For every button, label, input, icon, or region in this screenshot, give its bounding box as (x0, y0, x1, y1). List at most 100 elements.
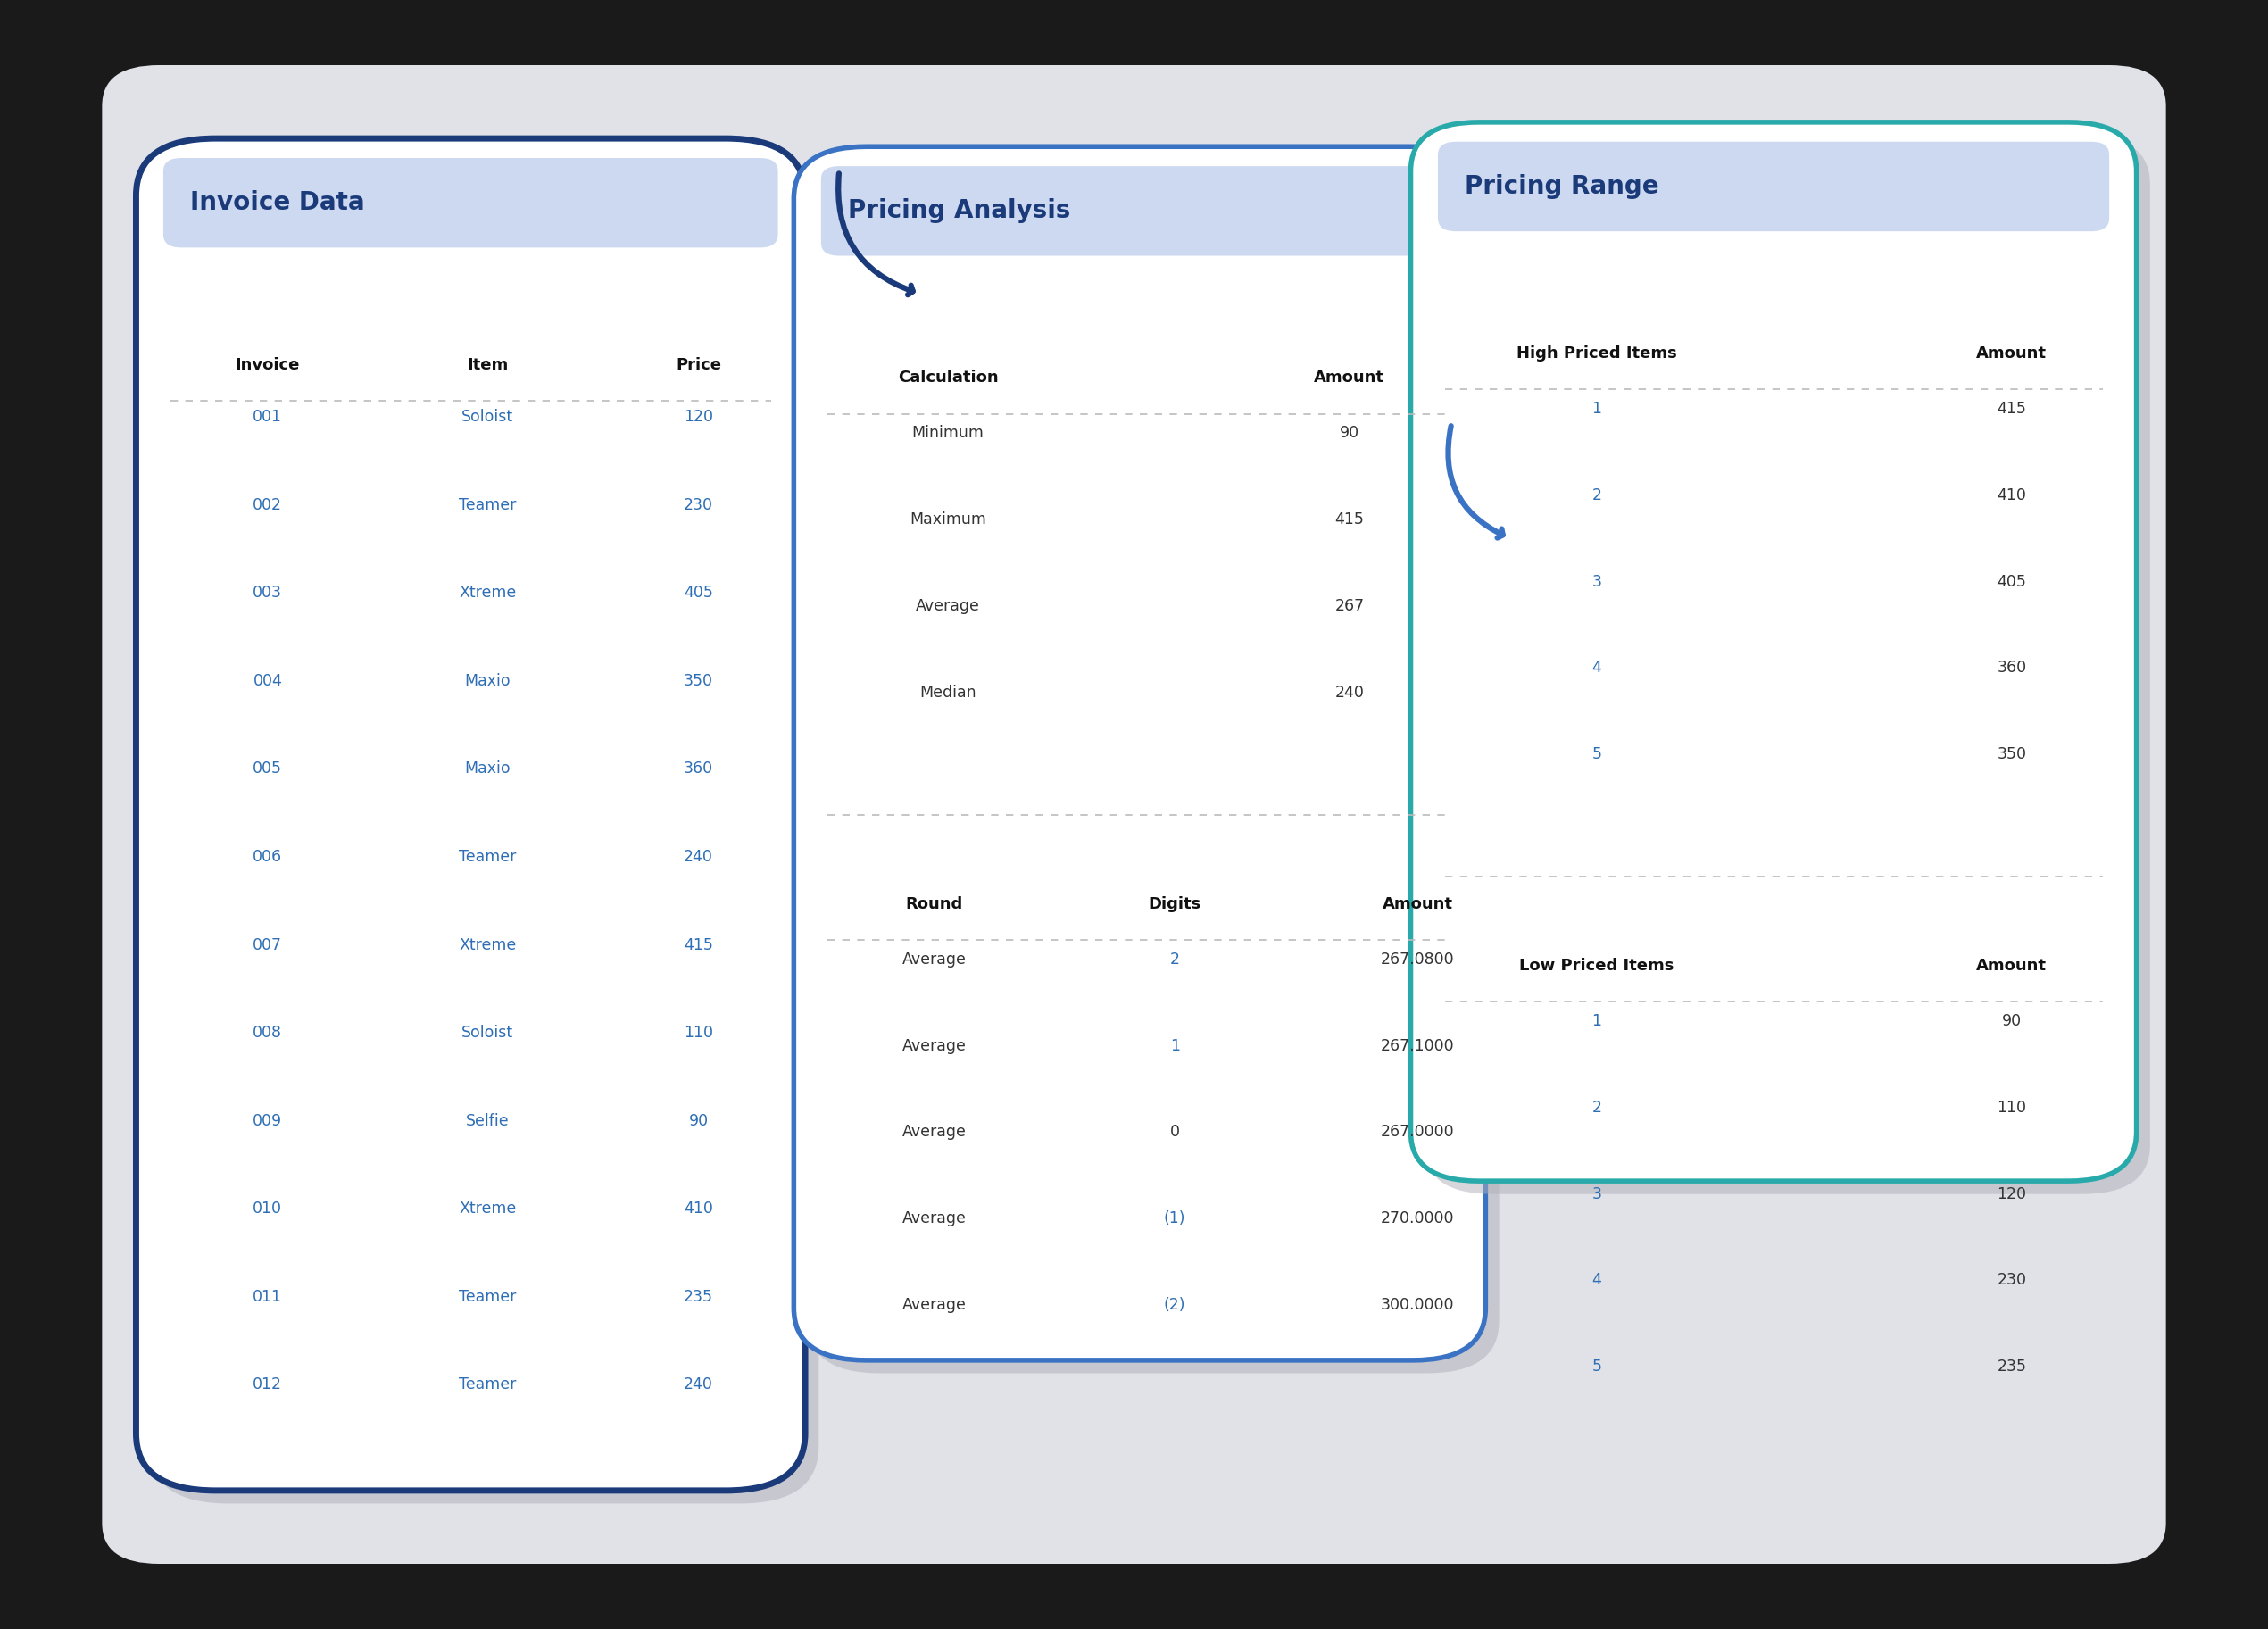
Text: 1: 1 (1170, 1038, 1179, 1054)
Text: 267.1000: 267.1000 (1381, 1038, 1454, 1054)
Text: 009: 009 (252, 1113, 284, 1129)
Text: 230: 230 (685, 497, 712, 513)
Text: 110: 110 (685, 1025, 712, 1041)
FancyBboxPatch shape (1411, 122, 2136, 1181)
Text: 006: 006 (252, 849, 284, 865)
Text: Average: Average (916, 598, 980, 614)
Text: Pricing Analysis: Pricing Analysis (848, 199, 1070, 223)
Text: 008: 008 (254, 1025, 281, 1041)
Text: 267.0000: 267.0000 (1381, 1124, 1454, 1140)
Text: Average: Average (903, 1038, 966, 1054)
Text: Xtreme: Xtreme (458, 585, 517, 601)
Text: Average: Average (903, 1297, 966, 1313)
Text: Selfie: Selfie (465, 1113, 510, 1129)
Text: 003: 003 (254, 585, 281, 601)
Text: Pricing Range: Pricing Range (1465, 174, 1660, 199)
Text: 235: 235 (1998, 1359, 2025, 1375)
Text: Low Priced Items: Low Priced Items (1520, 958, 1674, 974)
Text: 007: 007 (254, 937, 281, 953)
Text: Xtreme: Xtreme (458, 1201, 517, 1217)
FancyBboxPatch shape (163, 158, 778, 248)
Text: 001: 001 (254, 409, 281, 425)
FancyBboxPatch shape (136, 138, 805, 1491)
Text: 120: 120 (1998, 1186, 2025, 1202)
Text: 90: 90 (2003, 1013, 2021, 1030)
Text: 110: 110 (1998, 1100, 2025, 1116)
Text: Soloist: Soloist (463, 1025, 513, 1041)
Text: 240: 240 (1336, 684, 1363, 700)
FancyBboxPatch shape (807, 160, 1499, 1373)
Text: 405: 405 (1998, 573, 2025, 590)
Text: 415: 415 (685, 937, 712, 953)
Text: Teamer: Teamer (458, 849, 517, 865)
FancyBboxPatch shape (794, 147, 1486, 1360)
Text: 3: 3 (1592, 573, 1601, 590)
Text: Maxio: Maxio (465, 761, 510, 777)
Text: 415: 415 (1336, 512, 1363, 528)
Text: 410: 410 (685, 1201, 712, 1217)
Text: 267: 267 (1334, 598, 1365, 614)
Text: Teamer: Teamer (458, 1289, 517, 1305)
Text: 235: 235 (685, 1289, 712, 1305)
Text: 230: 230 (1998, 1272, 2025, 1289)
Text: 005: 005 (254, 761, 281, 777)
Text: Soloist: Soloist (463, 409, 513, 425)
FancyBboxPatch shape (150, 151, 819, 1504)
Text: 2: 2 (1170, 951, 1179, 968)
Text: Amount: Amount (1381, 896, 1454, 912)
Text: Invoice: Invoice (236, 357, 299, 373)
Text: 3: 3 (1592, 1186, 1601, 1202)
Text: 4: 4 (1592, 1272, 1601, 1289)
Text: 405: 405 (685, 585, 712, 601)
Text: (1): (1) (1163, 1210, 1186, 1227)
FancyBboxPatch shape (821, 166, 1458, 256)
Text: 011: 011 (254, 1289, 281, 1305)
Text: 0: 0 (1170, 1124, 1179, 1140)
Text: 004: 004 (254, 673, 281, 689)
Text: 267.0800: 267.0800 (1381, 951, 1454, 968)
Text: 240: 240 (685, 1377, 712, 1393)
Text: 2: 2 (1592, 487, 1601, 503)
Text: Digits: Digits (1148, 896, 1202, 912)
Text: Average: Average (903, 1124, 966, 1140)
Text: (2): (2) (1163, 1297, 1186, 1313)
Text: Amount: Amount (1975, 958, 2048, 974)
Text: Item: Item (467, 357, 508, 373)
FancyBboxPatch shape (102, 65, 2166, 1564)
Text: Minimum: Minimum (912, 425, 984, 441)
Text: 1: 1 (1592, 1013, 1601, 1030)
Text: Round: Round (905, 896, 964, 912)
Text: Calculation: Calculation (898, 370, 998, 386)
Text: 5: 5 (1592, 1359, 1601, 1375)
Text: 2: 2 (1592, 1100, 1601, 1116)
Text: Amount: Amount (1313, 370, 1386, 386)
Text: Teamer: Teamer (458, 1377, 517, 1393)
Text: 90: 90 (1340, 425, 1359, 441)
Text: 300.0000: 300.0000 (1381, 1297, 1454, 1313)
Text: 120: 120 (685, 409, 712, 425)
Text: 010: 010 (254, 1201, 281, 1217)
Text: Average: Average (903, 951, 966, 968)
Text: Price: Price (676, 357, 721, 373)
Text: 360: 360 (683, 761, 714, 777)
Text: 350: 350 (685, 673, 712, 689)
Text: 360: 360 (1996, 660, 2028, 676)
Text: 415: 415 (1998, 401, 2025, 417)
Text: Xtreme: Xtreme (458, 937, 517, 953)
Text: Invoice Data: Invoice Data (191, 191, 365, 215)
Text: 5: 5 (1592, 746, 1601, 762)
Text: 012: 012 (254, 1377, 281, 1393)
Text: 270.0000: 270.0000 (1381, 1210, 1454, 1227)
Text: Amount: Amount (1975, 345, 2048, 362)
Text: 410: 410 (1998, 487, 2025, 503)
Text: 350: 350 (1998, 746, 2025, 762)
Text: 002: 002 (254, 497, 281, 513)
FancyBboxPatch shape (1438, 142, 2109, 231)
Text: Average: Average (903, 1210, 966, 1227)
Text: 1: 1 (1592, 401, 1601, 417)
FancyBboxPatch shape (1424, 135, 2150, 1194)
Text: 240: 240 (685, 849, 712, 865)
Text: Median: Median (919, 684, 978, 700)
Text: 90: 90 (689, 1113, 708, 1129)
Text: Maximum: Maximum (909, 512, 987, 528)
